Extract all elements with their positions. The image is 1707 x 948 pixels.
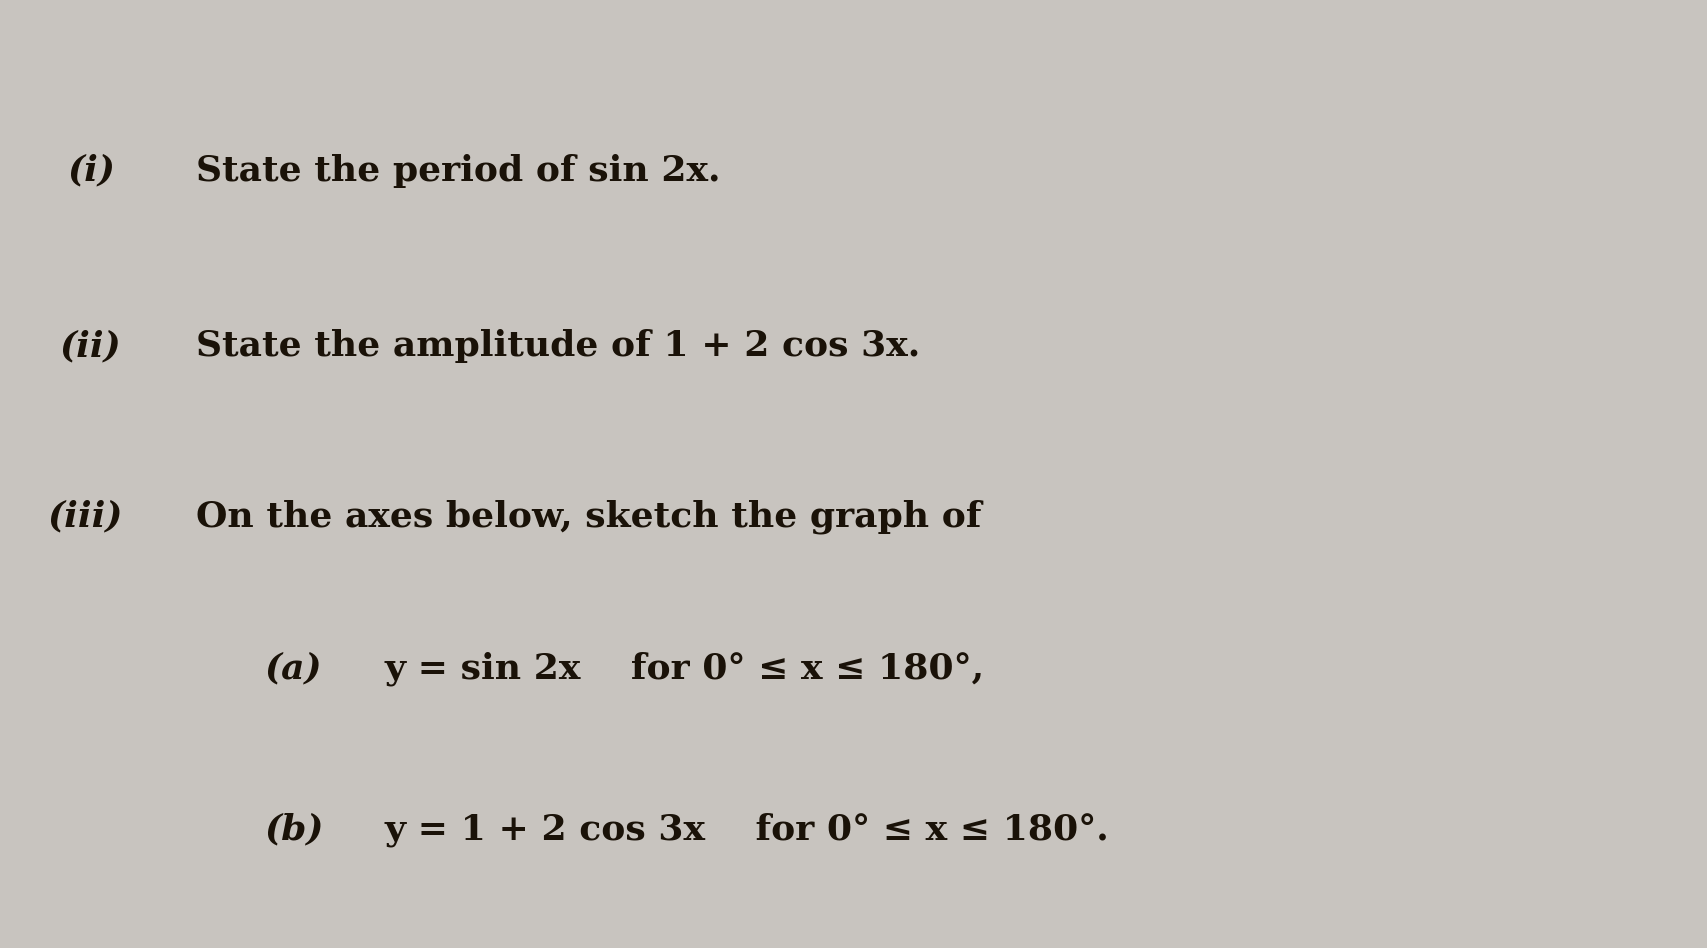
Text: (b): (b) (265, 812, 324, 847)
Text: (iii): (iii) (48, 500, 123, 534)
Text: y = sin 2x    for 0° ≤ x ≤ 180°,: y = sin 2x for 0° ≤ x ≤ 180°, (384, 651, 985, 685)
Text: State the period of sin 2x.: State the period of sin 2x. (196, 154, 720, 188)
Text: (a): (a) (265, 651, 323, 685)
Text: State the amplitude of 1 + 2 cos 3x.: State the amplitude of 1 + 2 cos 3x. (196, 329, 920, 363)
Text: (ii): (ii) (60, 329, 121, 363)
Text: On the axes below, sketch the graph of: On the axes below, sketch the graph of (196, 500, 982, 534)
Text: y = 1 + 2 cos 3x    for 0° ≤ x ≤ 180°.: y = 1 + 2 cos 3x for 0° ≤ x ≤ 180°. (384, 812, 1110, 847)
Text: (i): (i) (68, 154, 116, 188)
